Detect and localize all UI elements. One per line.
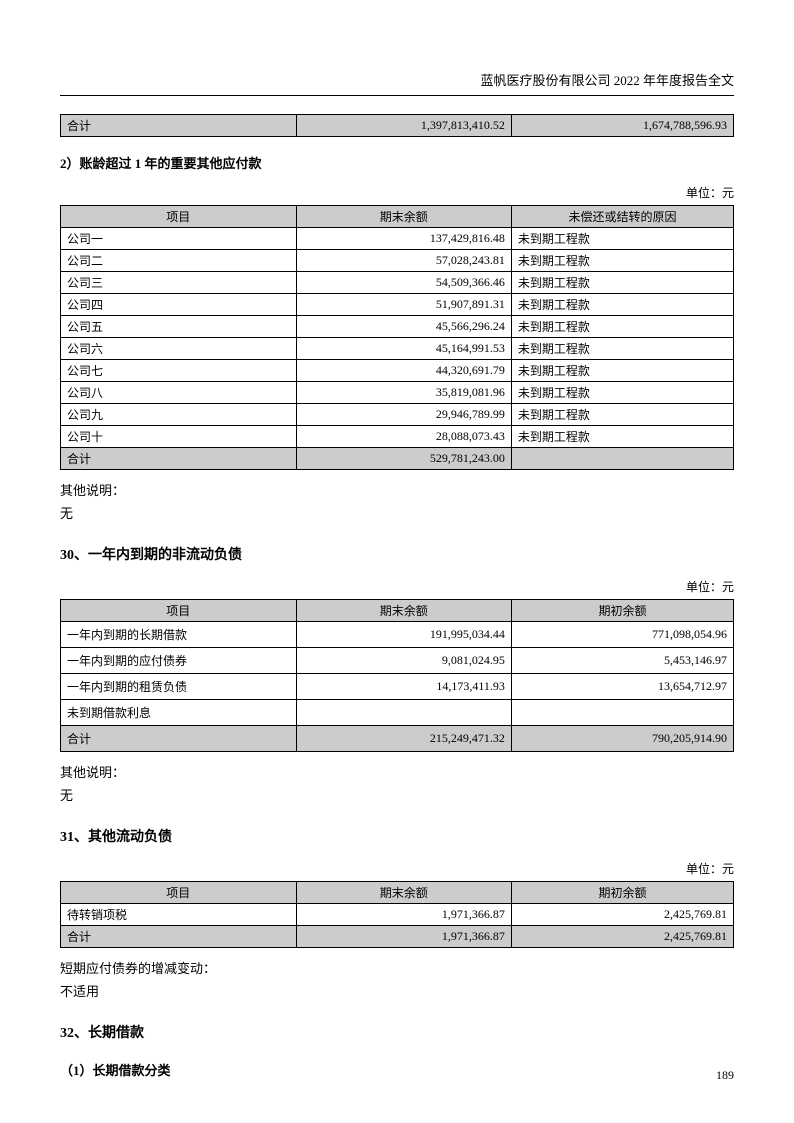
cell: 137,429,816.48 — [296, 228, 511, 250]
col-header: 期初余额 — [511, 882, 733, 904]
cell: 未到期工程款 — [511, 338, 733, 360]
summary-table: 合计 1,397,813,410.52 1,674,788,596.93 — [60, 114, 734, 137]
page-number: 189 — [716, 1068, 734, 1083]
cell: 35,819,081.96 — [296, 382, 511, 404]
cell: 公司二 — [61, 250, 297, 272]
col-header: 期末余额 — [296, 882, 511, 904]
col-header: 项目 — [61, 206, 297, 228]
section-title: 31、其他流动负债 — [60, 826, 734, 846]
cell: 1,674,788,596.93 — [511, 115, 733, 137]
note-value: 无 — [60, 785, 734, 804]
cell: 公司十 — [61, 426, 297, 448]
cell: 5,453,146.97 — [511, 648, 733, 674]
cell: 28,088,073.43 — [296, 426, 511, 448]
cell: 待转销项税 — [61, 904, 297, 926]
cell: 191,995,034.44 — [296, 622, 511, 648]
cell: 合计 — [61, 448, 297, 470]
cell: 未到期工程款 — [511, 272, 733, 294]
cell — [511, 448, 733, 470]
cell: 一年内到期的应付债券 — [61, 648, 297, 674]
cell: 一年内到期的长期借款 — [61, 622, 297, 648]
cell: 215,249,471.32 — [296, 726, 511, 752]
aging-table: 项目 期末余额 未偿还或结转的原因 公司一137,429,816.48未到期工程… — [60, 205, 734, 470]
note-label: 短期应付债券的增减变动： — [60, 958, 734, 977]
cell: 未到期工程款 — [511, 250, 733, 272]
cell: 2,425,769.81 — [511, 904, 733, 926]
cell: 公司五 — [61, 316, 297, 338]
cell: 51,907,891.31 — [296, 294, 511, 316]
unit-label: 单位：元 — [60, 184, 734, 201]
cell: 529,781,243.00 — [296, 448, 511, 470]
cell: 45,164,991.53 — [296, 338, 511, 360]
note-value: 不适用 — [60, 981, 734, 1000]
cell: 45,566,296.24 — [296, 316, 511, 338]
cell: 合计 — [61, 926, 297, 948]
col-header: 期末余额 — [296, 206, 511, 228]
cell: 1,397,813,410.52 — [296, 115, 511, 137]
note-value: 无 — [60, 503, 734, 522]
col-header: 期末余额 — [296, 600, 511, 622]
cell: 1,971,366.87 — [296, 926, 511, 948]
section-title: 32、长期借款 — [60, 1022, 734, 1042]
cell: 44,320,691.79 — [296, 360, 511, 382]
cell: 合计 — [61, 115, 297, 137]
cell: 未到期工程款 — [511, 382, 733, 404]
cell: 57,028,243.81 — [296, 250, 511, 272]
cell: 公司八 — [61, 382, 297, 404]
cell: 公司四 — [61, 294, 297, 316]
col-header: 未偿还或结转的原因 — [511, 206, 733, 228]
unit-label: 单位：元 — [60, 860, 734, 877]
cell — [511, 700, 733, 726]
cell: 13,654,712.97 — [511, 674, 733, 700]
cell: 未到期借款利息 — [61, 700, 297, 726]
cell: 一年内到期的租赁负债 — [61, 674, 297, 700]
cell: 未到期工程款 — [511, 426, 733, 448]
cell: 未到期工程款 — [511, 316, 733, 338]
subsection-title: （1）长期借款分类 — [60, 1060, 734, 1079]
cell: 公司七 — [61, 360, 297, 382]
cell — [296, 700, 511, 726]
cell: 2,425,769.81 — [511, 926, 733, 948]
col-header: 期初余额 — [511, 600, 733, 622]
cell: 公司三 — [61, 272, 297, 294]
cell: 9,081,024.95 — [296, 648, 511, 674]
cell: 29,946,789.99 — [296, 404, 511, 426]
cell: 790,205,914.90 — [511, 726, 733, 752]
col-header: 项目 — [61, 600, 297, 622]
cell: 公司一 — [61, 228, 297, 250]
cell: 未到期工程款 — [511, 404, 733, 426]
cell: 未到期工程款 — [511, 228, 733, 250]
note-label: 其他说明： — [60, 762, 734, 781]
cell: 未到期工程款 — [511, 360, 733, 382]
section-title: 30、一年内到期的非流动负债 — [60, 544, 734, 564]
note-label: 其他说明： — [60, 480, 734, 499]
cell: 1,971,366.87 — [296, 904, 511, 926]
section-title: 2）账龄超过 1 年的重要其他应付款 — [60, 153, 734, 172]
cell: 未到期工程款 — [511, 294, 733, 316]
noncurrent-liab-table: 项目 期末余额 期初余额 一年内到期的长期借款191,995,034.44771… — [60, 599, 734, 752]
cell: 14,173,411.93 — [296, 674, 511, 700]
other-liab-table: 项目 期末余额 期初余额 待转销项税1,971,366.872,425,769.… — [60, 881, 734, 948]
unit-label: 单位：元 — [60, 578, 734, 595]
cell: 771,098,054.96 — [511, 622, 733, 648]
col-header: 项目 — [61, 882, 297, 904]
page-header: 蓝帆医疗股份有限公司 2022 年年度报告全文 — [60, 70, 734, 96]
cell: 54,509,366.46 — [296, 272, 511, 294]
cell: 公司九 — [61, 404, 297, 426]
cell: 合计 — [61, 726, 297, 752]
cell: 公司六 — [61, 338, 297, 360]
